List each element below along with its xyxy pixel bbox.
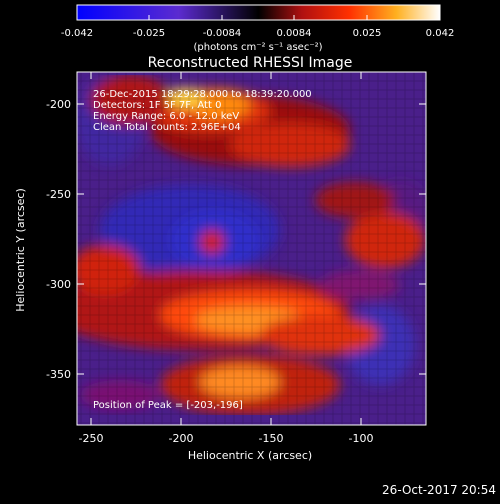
- x-axis-ticks: [90, 72, 362, 425]
- y-tick-label: -250: [46, 188, 71, 201]
- colorbar-tick-label: 0.0084: [277, 28, 312, 39]
- annotation-energy: Energy Range: 6.0 - 12.0 keV: [93, 111, 239, 122]
- annotation-detectors: Detectors: 1F 5F 7F, Att 0: [93, 100, 221, 111]
- colorbar-tick-label: -0.042: [61, 28, 93, 39]
- colorbar-tick-label: 0.025: [353, 28, 382, 39]
- plot-frame: [76, 71, 427, 426]
- plot-title: Reconstructed RHESSI Image: [148, 55, 353, 71]
- annotation-time-range: 26-Dec-2015 18:29:28.000 to 18:39:20.000: [93, 89, 312, 100]
- x-tick-label: -150: [259, 432, 284, 445]
- colorbar-tick-label: 0.042: [426, 28, 455, 39]
- x-tick-label: -250: [79, 432, 104, 445]
- colorbar: [76, 4, 441, 21]
- footer-timestamp: 26-Oct-2017 20:54: [382, 483, 496, 497]
- y-tick-label: -200: [46, 98, 71, 111]
- colorbar-tick-label: -0.0084: [203, 28, 242, 39]
- rhessi-image: [77, 72, 426, 425]
- y-tick-label: -350: [46, 368, 71, 381]
- y-tick-label: -300: [46, 278, 71, 291]
- y-axis-ticks: [77, 103, 426, 375]
- colorbar-ticks: [76, 15, 441, 20]
- x-tick-label: -200: [169, 432, 194, 445]
- colorbar-tick-label: -0.025: [133, 28, 165, 39]
- y-axis-label: Heliocentric Y (arcsec): [14, 188, 27, 312]
- annotation-peak-position: Position of Peak = [-203,-196]: [93, 400, 243, 411]
- x-axis-label: Heliocentric X (arcsec): [188, 449, 312, 462]
- annotation-clean: Clean Total counts: 2.96E+04: [93, 122, 241, 133]
- colorbar-units: (photons cm⁻² s⁻¹ asec⁻²): [193, 42, 322, 53]
- x-tick-label: -100: [349, 432, 374, 445]
